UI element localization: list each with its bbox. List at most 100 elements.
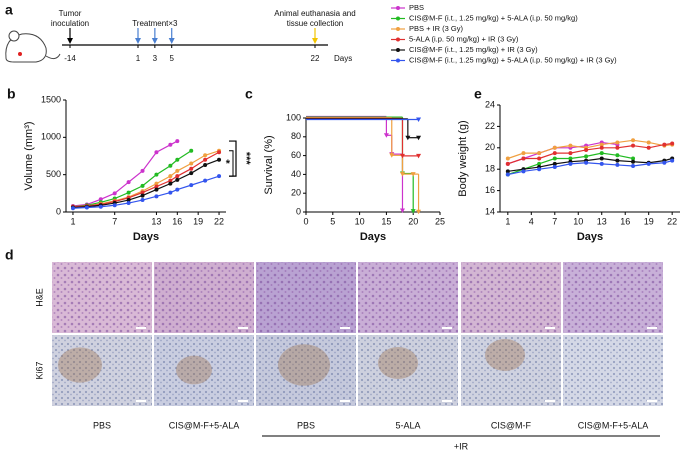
scale-bar <box>545 400 555 402</box>
micrograph-texture <box>154 262 254 333</box>
data-point <box>505 161 510 166</box>
data-point <box>599 161 604 166</box>
data-point <box>154 194 159 199</box>
data-point <box>521 169 526 174</box>
data-point <box>126 198 131 203</box>
timeline-arrowhead <box>312 38 318 44</box>
x-tick-label: 15 <box>381 216 391 226</box>
data-point <box>203 162 208 167</box>
legend-label: CIS@M-F (i.t., 1.25 mg/kg) + 5-ALA (i.p.… <box>409 13 578 22</box>
scale-bar <box>647 400 657 402</box>
timeline-annotation: Treatment×3 <box>132 19 178 28</box>
data-point <box>168 163 173 168</box>
data-point <box>552 161 557 166</box>
y-axis-label: Survival (%) <box>263 135 275 194</box>
row-label: H&E <box>34 288 44 307</box>
legend-marker <box>396 6 400 10</box>
panel-label: b <box>7 86 16 102</box>
x-tick-label: 5 <box>330 216 335 226</box>
timeline-tick-label: 22 <box>311 54 320 63</box>
ki67-staining <box>485 339 525 371</box>
data-point <box>631 159 636 164</box>
data-point <box>168 178 173 183</box>
data-point <box>154 150 159 155</box>
data-point <box>552 165 557 170</box>
timeline-arrowhead <box>135 38 141 44</box>
y-tick-label: 22 <box>485 121 495 131</box>
x-tick-label: 16 <box>620 216 630 226</box>
series-line <box>72 151 220 208</box>
data-point <box>537 151 542 156</box>
data-point <box>217 174 222 179</box>
column-label: PBS <box>297 420 315 430</box>
survival-marker <box>389 153 395 158</box>
legend-marker <box>396 37 400 42</box>
series-line <box>507 142 673 165</box>
data-point <box>175 168 180 173</box>
ki67-staining <box>58 347 102 383</box>
timeline-annotation: Tumor <box>59 9 82 18</box>
x-tick-label: 10 <box>573 216 583 226</box>
legend-label: CIS@M-F (i.t., 1.25 mg/kg) + 5-ALA (i.p.… <box>409 55 617 64</box>
row-label: Ki67 <box>34 361 44 379</box>
series-line <box>507 160 673 176</box>
y-tick-label: 14 <box>485 206 495 216</box>
x-tick-label: 7 <box>552 216 557 226</box>
data-point <box>599 156 604 161</box>
data-point <box>140 198 145 203</box>
x-tick-label: 0 <box>303 216 308 226</box>
y-tick-label: 100 <box>286 112 301 122</box>
micrograph-texture <box>154 335 254 406</box>
legend-marker <box>396 58 400 63</box>
survival-marker <box>399 208 405 213</box>
series-line <box>72 150 220 208</box>
data-point <box>98 204 103 209</box>
data-point <box>175 187 180 192</box>
data-point <box>168 181 173 186</box>
data-point <box>537 161 542 166</box>
timeline-annotation: Animal euthanasia and <box>274 9 355 18</box>
data-point <box>584 154 589 159</box>
scale-bar <box>340 327 350 329</box>
data-point <box>203 153 208 158</box>
y-tick-label: 0 <box>56 206 61 216</box>
series-line <box>507 139 673 160</box>
data-point <box>154 184 159 189</box>
data-point <box>154 187 159 192</box>
legend-marker <box>396 16 400 21</box>
data-point <box>521 156 526 161</box>
legend-label: PBS <box>409 3 424 12</box>
timeline-arrowhead <box>67 38 73 44</box>
series-line <box>507 141 618 165</box>
data-point <box>168 174 173 179</box>
timeline-annotation: inoculation <box>51 19 89 28</box>
data-point <box>552 156 557 161</box>
data-point <box>84 205 89 210</box>
micrograph-texture <box>358 262 458 333</box>
y-axis-label: Volume (mm³) <box>23 121 35 190</box>
micrograph-texture <box>461 262 561 333</box>
legend-marker <box>396 48 400 52</box>
survival-marker <box>416 209 422 215</box>
data-point <box>568 143 573 148</box>
data-point <box>662 142 667 147</box>
x-tick-label: 20 <box>408 216 418 226</box>
data-point <box>189 183 194 188</box>
y-tick-label: 60 <box>291 150 301 160</box>
data-point <box>646 161 651 166</box>
data-point <box>126 201 131 206</box>
data-point <box>189 166 194 171</box>
timeline-arrowhead <box>168 38 175 44</box>
timeline-annotation: tissue collection <box>287 19 343 28</box>
timeline-tick-label: 1 <box>136 54 141 63</box>
data-point <box>203 178 208 183</box>
survival-marker <box>399 153 405 159</box>
data-point <box>203 157 208 162</box>
data-point <box>168 142 173 147</box>
data-point <box>615 162 620 167</box>
data-point <box>126 190 131 195</box>
legend-label: 5-ALA (i.p. 50 mg/kg) + IR (3 Gy) <box>409 34 519 43</box>
data-point <box>505 156 510 161</box>
data-point <box>646 145 651 150</box>
data-point <box>217 150 222 155</box>
